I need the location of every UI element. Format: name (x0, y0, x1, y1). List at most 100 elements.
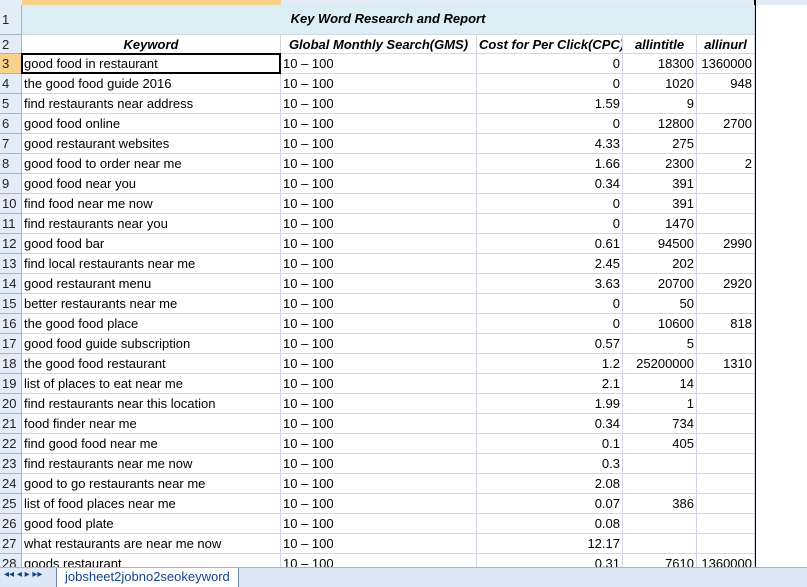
data-cell: 10 – 100 (281, 434, 477, 454)
tab-nav[interactable]: ◂◂ ◂ ▸ ▸▸ (4, 569, 43, 580)
data-cell: 0 (477, 114, 623, 134)
data-cell: 734 (623, 414, 697, 434)
keyword-cell: what restaurants are near me now (22, 534, 281, 554)
sheet-tabs: ◂◂ ◂ ▸ ▸▸ jobsheet2jobno2seokeyword (0, 567, 807, 587)
data-cell: 10 – 100 (281, 214, 477, 234)
row-header: 4 (0, 74, 22, 94)
row-header: 9 (0, 174, 22, 194)
data-cell: 1360000 (697, 54, 755, 74)
data-cell (697, 394, 755, 414)
data-cell (697, 454, 755, 474)
row-header: 26 (0, 514, 22, 534)
data-cell: 1.66 (477, 154, 623, 174)
column-header: Global Monthly Search(GMS) (281, 35, 477, 54)
data-cell (697, 434, 755, 454)
data-cell (697, 254, 755, 274)
keyword-cell: find restaurants near me now (22, 454, 281, 474)
keyword-cell: food finder near me (22, 414, 281, 434)
keyword-cell: find food near me now (22, 194, 281, 214)
data-cell: 405 (623, 434, 697, 454)
data-cell: 9 (623, 94, 697, 114)
row-header: 6 (0, 114, 22, 134)
data-cell (697, 94, 755, 114)
data-cell: 948 (697, 74, 755, 94)
row-header: 1 (0, 5, 22, 35)
data-cell: 10 – 100 (281, 94, 477, 114)
column-header: Cost for Per Click(CPC) (477, 35, 623, 54)
data-cell (697, 474, 755, 494)
row-header: 17 (0, 334, 22, 354)
data-cell: 10 – 100 (281, 234, 477, 254)
data-cell (623, 514, 697, 534)
keyword-cell: the good food place (22, 314, 281, 334)
data-cell: 20700 (623, 274, 697, 294)
data-cell: 1.2 (477, 354, 623, 374)
data-cell: 1.99 (477, 394, 623, 414)
data-cell: 1470 (623, 214, 697, 234)
data-cell: 10 – 100 (281, 354, 477, 374)
data-cell: 50 (623, 294, 697, 314)
data-cell (697, 534, 755, 554)
row-header: 21 (0, 414, 22, 434)
keyword-cell: good food to order near me (22, 154, 281, 174)
data-cell: 0 (477, 314, 623, 334)
data-cell: 0.61 (477, 234, 623, 254)
data-cell: 391 (623, 174, 697, 194)
data-cell: 0 (477, 74, 623, 94)
data-cell: 14 (623, 374, 697, 394)
data-cell: 10 – 100 (281, 174, 477, 194)
data-cell: 0 (477, 294, 623, 314)
data-cell: 10 – 100 (281, 74, 477, 94)
keyword-cell: good food near you (22, 174, 281, 194)
data-cell: 0.34 (477, 174, 623, 194)
data-cell: 2.45 (477, 254, 623, 274)
row-header: 11 (0, 214, 22, 234)
row-header: 13 (0, 254, 22, 274)
row-header: 27 (0, 534, 22, 554)
sheet-tab[interactable]: jobsheet2jobno2seokeyword (56, 568, 239, 587)
data-cell: 0.07 (477, 494, 623, 514)
keyword-cell: list of food places near me (22, 494, 281, 514)
data-cell: 2 (697, 154, 755, 174)
keyword-cell: find restaurants near you (22, 214, 281, 234)
data-cell: 10 – 100 (281, 414, 477, 434)
data-cell: 10 – 100 (281, 114, 477, 134)
data-cell: 0.1 (477, 434, 623, 454)
selected-column-header (22, 0, 281, 5)
keyword-cell: find good food near me (22, 434, 281, 454)
data-cell: 0 (477, 54, 623, 74)
column-header: allintitle (623, 35, 697, 54)
data-cell: 1310 (697, 354, 755, 374)
data-cell (697, 374, 755, 394)
data-cell (697, 134, 755, 154)
data-cell: 94500 (623, 234, 697, 254)
keyword-cell: good food plate (22, 514, 281, 534)
keyword-cell: good restaurant websites (22, 134, 281, 154)
data-cell: 2.1 (477, 374, 623, 394)
data-cell: 18300 (623, 54, 697, 74)
data-cell: 10 – 100 (281, 494, 477, 514)
data-cell: 2990 (697, 234, 755, 254)
data-cell (623, 474, 697, 494)
data-cell (697, 294, 755, 314)
title-cell: Key Word Research and Report (22, 5, 755, 35)
row-header: 16 (0, 314, 22, 334)
data-cell: 1 (623, 394, 697, 414)
data-cell: 10 – 100 (281, 134, 477, 154)
sheet-edge (754, 0, 756, 567)
data-cell (697, 194, 755, 214)
data-cell: 10 – 100 (281, 394, 477, 414)
data-cell (623, 534, 697, 554)
row-header: 18 (0, 354, 22, 374)
data-cell (697, 514, 755, 534)
data-cell: 0.57 (477, 334, 623, 354)
row-header: 12 (0, 234, 22, 254)
data-cell: 0.34 (477, 414, 623, 434)
selected-cell[interactable] (21, 53, 281, 74)
data-cell: 10 – 100 (281, 154, 477, 174)
data-cell (697, 174, 755, 194)
data-cell: 10 – 100 (281, 534, 477, 554)
row-header: 8 (0, 154, 22, 174)
data-cell: 10 – 100 (281, 314, 477, 334)
data-cell: 10 – 100 (281, 374, 477, 394)
